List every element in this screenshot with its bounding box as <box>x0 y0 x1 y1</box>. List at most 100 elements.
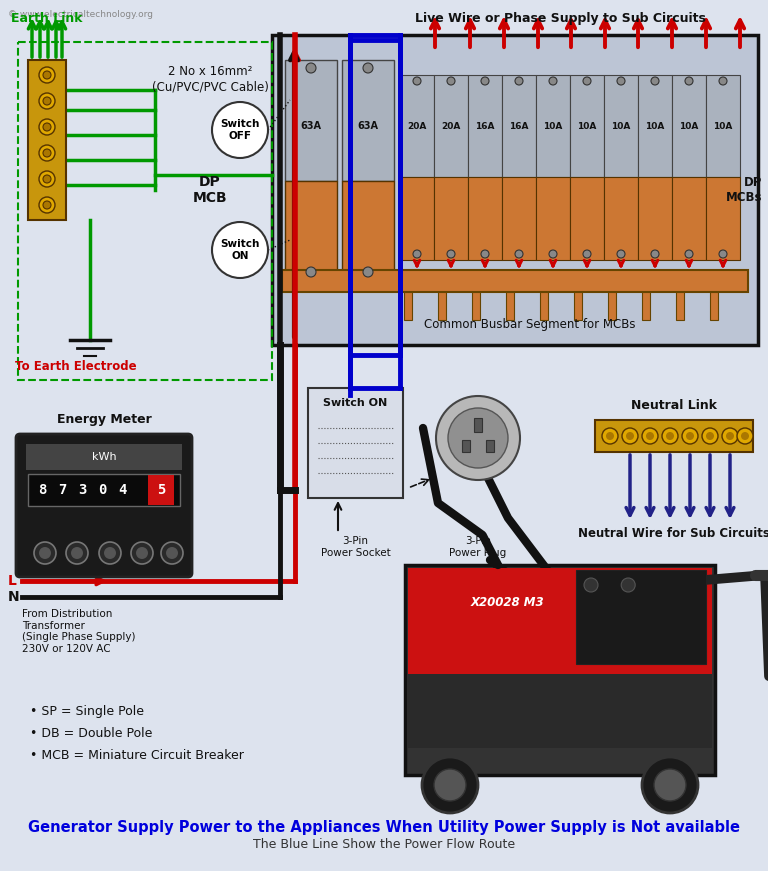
Text: From Distribution
Transformer
(Single Phase Supply)
230V or 120V AC: From Distribution Transformer (Single Ph… <box>22 609 135 654</box>
Bar <box>434 177 468 260</box>
Bar <box>400 75 434 177</box>
Bar <box>638 177 672 260</box>
Bar <box>408 568 712 677</box>
Circle shape <box>642 757 698 813</box>
Text: 10A: 10A <box>645 122 664 132</box>
Circle shape <box>212 222 268 278</box>
Circle shape <box>583 250 591 258</box>
Circle shape <box>606 432 614 440</box>
Circle shape <box>549 250 557 258</box>
Circle shape <box>306 63 316 73</box>
Bar <box>638 75 672 177</box>
Bar <box>282 270 748 292</box>
Bar <box>575 570 706 665</box>
Circle shape <box>434 769 466 801</box>
Text: kWh: kWh <box>91 452 116 462</box>
Circle shape <box>622 428 638 444</box>
Circle shape <box>363 267 373 277</box>
Bar <box>404 292 412 320</box>
Bar <box>506 292 514 320</box>
Text: • SP = Single Pole: • SP = Single Pole <box>30 705 144 718</box>
Bar <box>536 177 570 260</box>
Text: DP
MCBs: DP MCBs <box>726 176 762 204</box>
Bar <box>342 60 394 181</box>
Circle shape <box>161 542 183 564</box>
Bar <box>308 388 403 498</box>
Text: 16A: 16A <box>475 122 495 132</box>
Text: 10A: 10A <box>578 122 597 132</box>
Text: 20A: 20A <box>407 122 427 132</box>
Bar <box>438 292 446 320</box>
Bar <box>570 177 604 260</box>
Text: Neutral Link: Neutral Link <box>631 399 717 412</box>
Circle shape <box>43 123 51 131</box>
Circle shape <box>413 250 421 258</box>
Bar <box>408 674 712 747</box>
Bar <box>18 42 272 380</box>
Bar <box>642 292 650 320</box>
Circle shape <box>447 77 455 85</box>
Circle shape <box>654 769 686 801</box>
Circle shape <box>685 77 693 85</box>
Circle shape <box>39 93 55 109</box>
Text: 63A: 63A <box>300 121 322 131</box>
Text: 0: 0 <box>98 483 106 497</box>
Bar <box>405 565 715 775</box>
Circle shape <box>166 547 178 559</box>
Circle shape <box>662 428 678 444</box>
Bar <box>574 292 582 320</box>
Circle shape <box>104 547 116 559</box>
Bar <box>672 177 706 260</box>
Text: 63A: 63A <box>357 121 379 131</box>
Text: L: L <box>8 574 17 588</box>
Bar <box>604 177 638 260</box>
Bar <box>710 292 718 320</box>
Text: Neutral Wire for Sub Circuits: Neutral Wire for Sub Circuits <box>578 527 768 540</box>
Circle shape <box>719 250 727 258</box>
Text: 5: 5 <box>157 483 165 497</box>
Circle shape <box>43 71 51 79</box>
Bar <box>474 418 482 432</box>
Circle shape <box>413 77 421 85</box>
Circle shape <box>583 77 591 85</box>
Circle shape <box>39 145 55 161</box>
Circle shape <box>306 267 316 277</box>
Circle shape <box>39 119 55 135</box>
Bar <box>706 75 740 177</box>
Bar <box>26 444 182 470</box>
Circle shape <box>741 432 749 440</box>
Circle shape <box>515 250 523 258</box>
Text: 4: 4 <box>118 483 126 497</box>
Bar <box>676 292 684 320</box>
Bar <box>434 75 468 177</box>
Text: Energy Meter: Energy Meter <box>57 413 151 426</box>
Circle shape <box>212 102 268 158</box>
Text: Switch ON: Switch ON <box>323 398 388 408</box>
Circle shape <box>447 250 455 258</box>
Circle shape <box>136 547 148 559</box>
Text: Earth Link: Earth Link <box>12 12 83 25</box>
Text: Live Wire or Phase Supply to Sub Circuits: Live Wire or Phase Supply to Sub Circuit… <box>415 12 706 25</box>
Text: N: N <box>8 590 20 604</box>
Circle shape <box>422 757 478 813</box>
Bar <box>472 292 480 320</box>
Circle shape <box>43 201 51 209</box>
Circle shape <box>363 63 373 73</box>
Circle shape <box>682 428 698 444</box>
Circle shape <box>666 432 674 440</box>
Bar <box>285 60 337 181</box>
Bar <box>468 75 502 177</box>
Text: © www.electricaltechnology.org: © www.electricaltechnology.org <box>8 10 153 19</box>
Bar <box>28 474 180 506</box>
Circle shape <box>481 250 489 258</box>
Bar <box>672 75 706 177</box>
Circle shape <box>66 542 88 564</box>
Circle shape <box>617 77 625 85</box>
Text: DP
MCB: DP MCB <box>193 175 227 205</box>
Text: Generator Supply Power to the Appliances When Utility Power Supply is Not availa: Generator Supply Power to the Appliances… <box>28 820 740 835</box>
Bar <box>540 292 548 320</box>
Bar <box>595 420 753 452</box>
Bar <box>272 35 758 345</box>
Circle shape <box>626 432 634 440</box>
Circle shape <box>737 428 753 444</box>
